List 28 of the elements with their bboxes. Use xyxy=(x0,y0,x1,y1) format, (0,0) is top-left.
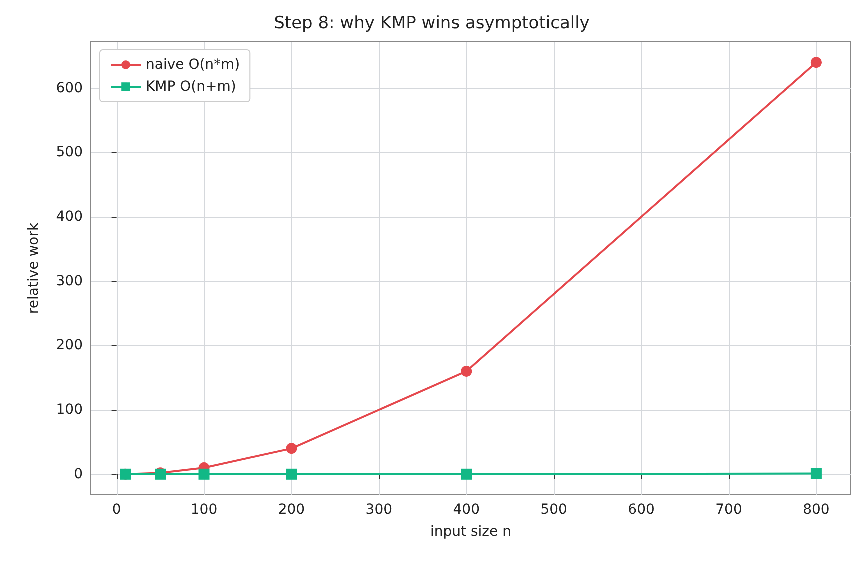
x-tick-label: 300 xyxy=(366,502,393,518)
y-tick-label: 0 xyxy=(74,466,83,482)
y-tick-label: 400 xyxy=(56,209,83,226)
legend-label: KMP O(n+m) xyxy=(146,79,236,95)
y-tick-label: 500 xyxy=(56,144,83,161)
x-tick-label: 600 xyxy=(628,502,655,518)
point xyxy=(461,366,472,377)
point xyxy=(198,468,210,480)
y-axis-title: relative work xyxy=(26,222,42,314)
point xyxy=(286,443,298,454)
y-tick-label: 100 xyxy=(56,402,83,418)
x-axis-title: input size n xyxy=(430,524,512,540)
x-tick-label: 0 xyxy=(112,502,122,518)
x-tick-label: 700 xyxy=(716,502,742,518)
x-tick-label: 100 xyxy=(190,502,218,518)
y-tick-label: 300 xyxy=(56,273,83,290)
point xyxy=(461,468,472,480)
point xyxy=(810,468,822,480)
y-tick-label: 200 xyxy=(56,338,83,354)
x-tick-label: 800 xyxy=(803,502,830,518)
point xyxy=(286,468,298,480)
legend-label: naive O(n*m) xyxy=(146,57,240,73)
x-tick-label: 200 xyxy=(278,502,306,518)
y-tick-label: 600 xyxy=(56,80,83,96)
x-tick-label: 500 xyxy=(540,502,568,518)
chart-title: Step 8: why KMP wins asymptotically xyxy=(274,14,590,34)
x-tick-label: 400 xyxy=(453,502,480,518)
point xyxy=(810,57,822,68)
